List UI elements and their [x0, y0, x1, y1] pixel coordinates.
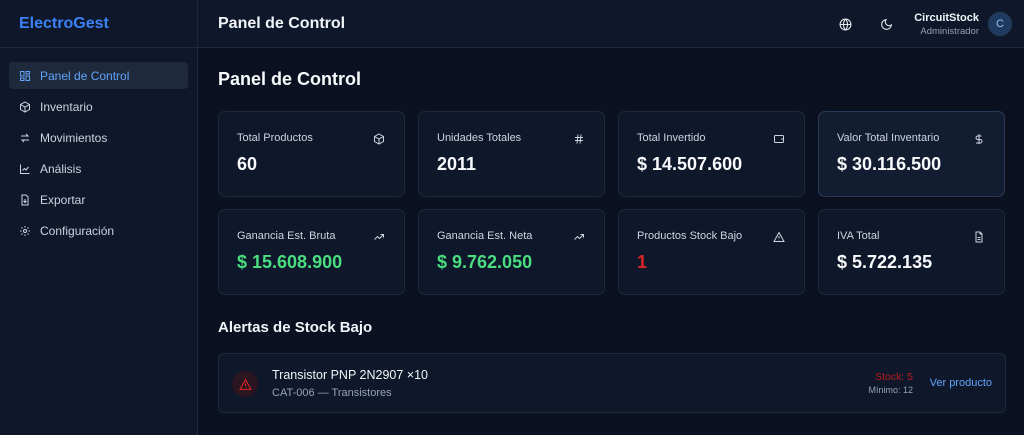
globe-icon — [839, 18, 852, 30]
sidebar-item-movimientos[interactable]: Movimientos — [9, 124, 188, 151]
stat-card-iva-total: IVA Total $ 5.722.135 — [818, 209, 1005, 295]
page-title: Panel de Control — [218, 69, 362, 89]
sidebar-nav: Panel de Control Inventario Movimientos … — [0, 48, 197, 244]
sidebar: ElectroGest Panel de Control Inventario … — [0, 0, 198, 435]
stat-label: Total Productos — [237, 132, 313, 144]
sidebar-item-analisis[interactable]: Análisis — [9, 155, 188, 182]
sidebar-item-label: Movimientos — [40, 130, 108, 145]
alert-stock-info: Stock: 5 Mínimo: 12 — [868, 371, 913, 395]
hash-icon — [573, 132, 585, 144]
stat-value: 1 — [637, 252, 648, 272]
stat-card-valor-total-inventario: Valor Total Inventario $ 30.116.500 — [818, 111, 1005, 197]
sidebar-item-label: Panel de Control — [40, 68, 130, 83]
sidebar-item-panel-de-control[interactable]: Panel de Control — [9, 62, 188, 89]
stat-value: 60 — [237, 154, 258, 174]
theme-toggle-button[interactable] — [872, 10, 900, 38]
gear-icon — [19, 225, 31, 237]
stat-card-total-productos: Total Productos 60 — [218, 111, 405, 197]
sidebar-item-label: Inventario — [40, 99, 93, 114]
user-menu[interactable]: CircuitStock Administrador C — [914, 12, 1012, 37]
sidebar-item-exportar[interactable]: Exportar — [9, 186, 188, 213]
wallet-icon — [773, 132, 785, 144]
dollar-icon — [973, 132, 985, 144]
stat-card-ganancia-bruta: Ganancia Est. Bruta $ 15.608.900 — [218, 209, 405, 295]
sidebar-item-inventario[interactable]: Inventario — [9, 93, 188, 120]
trending-up-icon — [373, 230, 385, 242]
top-header: Panel de Control CircuitStock Administra… — [198, 0, 1024, 48]
arrows-icon — [19, 132, 31, 144]
stat-label: Unidades Totales — [437, 132, 522, 144]
stat-card-total-invertido: Total Invertido $ 14.507.600 — [618, 111, 805, 197]
file-export-icon — [19, 194, 31, 206]
view-product-link[interactable]: Ver producto — [929, 377, 992, 389]
stat-label: Ganancia Est. Neta — [437, 230, 533, 242]
box-icon — [373, 132, 385, 145]
header-title: Panel de Control — [218, 14, 346, 32]
alert-stock-value: Stock: 5 — [875, 371, 913, 383]
stat-value: $ 9.762.050 — [437, 252, 533, 272]
avatar[interactable]: C — [988, 12, 1012, 36]
document-icon — [973, 230, 985, 243]
sidebar-item-configuracion[interactable]: Configuración — [9, 217, 188, 244]
stat-label: Productos Stock Bajo — [637, 230, 743, 242]
stat-card-ganancia-neta: Ganancia Est. Neta $ 9.762.050 — [418, 209, 605, 295]
alert-product-name: Transistor PNP 2N2907 ×10 — [272, 368, 428, 382]
moon-icon — [880, 18, 892, 30]
sidebar-item-label: Configuración — [40, 223, 115, 238]
dashboard-icon — [19, 70, 31, 82]
alerts-section-title: Alertas de Stock Bajo — [218, 319, 373, 336]
warning-icon — [773, 230, 785, 242]
stat-value: $ 30.116.500 — [837, 154, 942, 174]
stock-alert-item: Transistor PNP 2N2907 ×10 CAT-006 — Tran… — [218, 353, 1006, 413]
stat-value: $ 15.608.900 — [237, 252, 343, 272]
stat-label: Ganancia Est. Bruta — [237, 230, 336, 242]
box-icon — [19, 100, 31, 113]
alert-product-category: CAT-006 — Transistores — [272, 387, 392, 399]
alert-stock-min: Mínimo: 12 — [868, 385, 913, 395]
stat-value: $ 5.722.135 — [837, 252, 933, 272]
brand-logo[interactable]: ElectroGest — [0, 0, 197, 48]
sidebar-item-label: Análisis — [40, 161, 82, 176]
sidebar-item-label: Exportar — [40, 192, 86, 207]
warning-icon — [238, 378, 252, 390]
trending-up-icon — [573, 230, 585, 242]
stat-card-productos-stock-bajo: Productos Stock Bajo 1 — [618, 209, 805, 295]
user-name: CircuitStock — [914, 11, 979, 24]
main-content: Panel de Control Total Productos 60 Unid… — [218, 48, 1006, 413]
user-role: Administrador — [920, 25, 979, 37]
header-actions: CircuitStock Administrador C — [831, 0, 1024, 48]
stat-value: 2011 — [437, 154, 477, 174]
stat-card-unidades-totales: Unidades Totales 2011 — [418, 111, 605, 197]
language-button[interactable] — [831, 10, 859, 38]
stat-label: Valor Total Inventario — [837, 132, 940, 144]
stat-value: $ 14.507.600 — [637, 154, 743, 174]
alert-warning-badge — [232, 371, 258, 397]
stat-label: IVA Total — [837, 230, 880, 242]
stat-label: Total Invertido — [637, 132, 706, 144]
chart-line-icon — [19, 163, 31, 175]
